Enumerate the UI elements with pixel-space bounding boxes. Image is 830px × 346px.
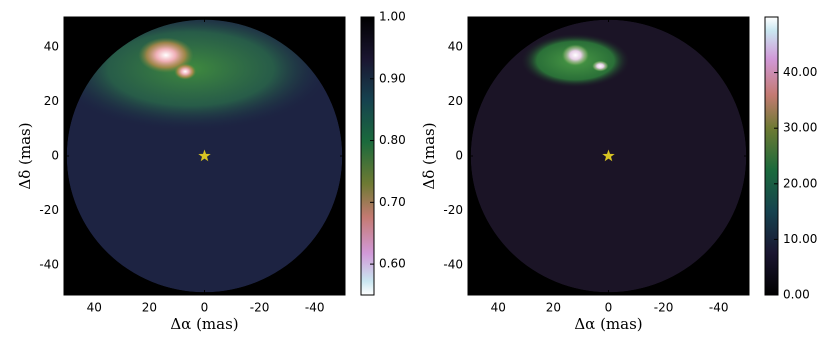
image-region — [174, 63, 197, 80]
star-marker — [198, 149, 211, 162]
x-tick-label: 20 — [546, 301, 561, 315]
y-axis-label: Δδ (mas) — [16, 122, 34, 189]
x-tick-label: -20 — [654, 301, 674, 315]
y-tick-label: 40 — [448, 39, 463, 53]
colorbar-tick-label: 0.60 — [379, 257, 406, 271]
colorbar-tick-label: 40.00 — [783, 65, 817, 79]
y-tick-label: -20 — [39, 203, 59, 217]
colorbar-tick-label: 0.70 — [379, 195, 406, 209]
y-tick-label: 40 — [44, 39, 59, 53]
colorbar-tick-label: 0.80 — [379, 133, 406, 147]
colorbar-tick-label: 1.00 — [379, 10, 406, 24]
image-region — [591, 60, 609, 72]
colorbar-tick-label: 0.90 — [379, 71, 406, 85]
y-tick-label: -40 — [443, 258, 463, 272]
colorbar-tick-label: 0.00 — [783, 288, 810, 302]
image-region — [138, 37, 194, 73]
y-tick-label: 0 — [51, 149, 59, 163]
y-tick-label: -20 — [443, 203, 463, 217]
x-tick-label: 40 — [491, 301, 506, 315]
y-tick-label: -40 — [39, 258, 59, 272]
x-axis-label: Δα (mas) — [574, 315, 642, 333]
colorbar — [764, 16, 779, 296]
x-tick-label: 0 — [605, 301, 613, 315]
star-marker — [602, 149, 615, 162]
colorbar-tick-label: 20.00 — [783, 176, 817, 190]
colorbar — [360, 16, 375, 296]
x-tick-label: 40 — [87, 301, 102, 315]
panel: 40 20 0 -20 -40 -40 -20 0 20 40 Δα (mas) Δδ (mas) 0.… — [420, 16, 817, 333]
y-tick-label: 20 — [44, 94, 59, 108]
x-axis-label: Δα (mas) — [170, 315, 238, 333]
y-tick-label: 0 — [455, 149, 463, 163]
x-tick-label: 0 — [201, 301, 209, 315]
colorbar-tick-label: 30.00 — [783, 121, 817, 135]
x-tick-label: 20 — [142, 301, 157, 315]
colorbar-tick-label: 10.00 — [783, 232, 817, 246]
panel: 40 20 0 -20 -40 -40 -20 0 20 40 Δα (mas) Δδ (mas) 0.… — [16, 10, 406, 334]
x-tick-label: -40 — [305, 301, 325, 315]
x-tick-label: -40 — [709, 301, 729, 315]
image-region — [561, 44, 590, 67]
y-tick-label: 20 — [448, 94, 463, 108]
y-axis-label: Δδ (mas) — [420, 122, 438, 189]
x-tick-label: -20 — [250, 301, 270, 315]
